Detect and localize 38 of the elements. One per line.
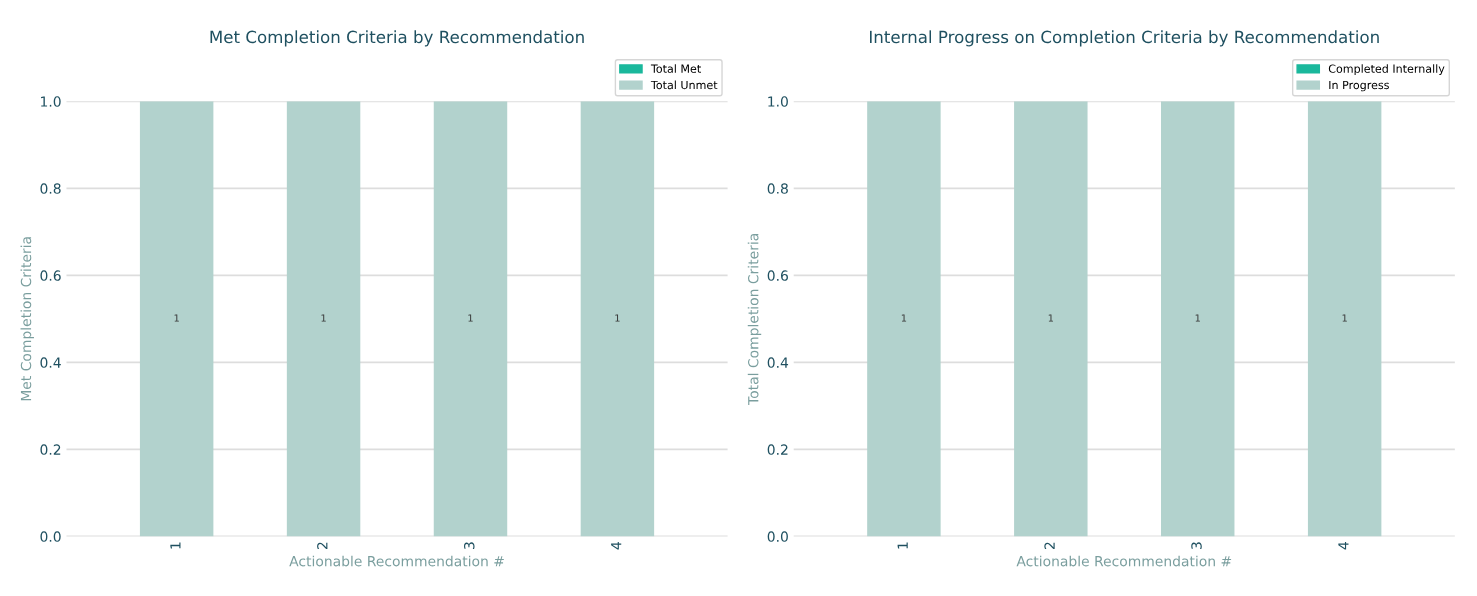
data-label: 1: [615, 314, 620, 322]
data-label: 1: [1048, 314, 1054, 322]
data-label: 1: [1342, 314, 1347, 322]
y-tick-label: 0.6: [767, 270, 788, 281]
y-tick-label: 1.0: [41, 96, 61, 107]
legend-label: Total Unmet: [650, 80, 718, 90]
y-tick-label: 0.0: [40, 531, 61, 542]
y-tick-label: 0.4: [767, 357, 789, 368]
y-tick-label: 0.2: [767, 444, 788, 455]
chart-title: Internal Progress on Completion Criteria by Recommendation: [869, 30, 1379, 47]
y-tick-label: 0.8: [767, 183, 788, 194]
y-tick-label: 0.8: [40, 183, 61, 194]
legend-label: In Progress: [1329, 80, 1389, 92]
data-label: 1: [468, 314, 473, 322]
y-tick-label: 0.6: [40, 270, 61, 281]
x-tick-label: 2: [1044, 542, 1055, 550]
x-axis-title: Actionable Recommendation #: [289, 555, 504, 567]
data-label: 1: [901, 314, 907, 322]
x-axis-title: Actionable Recommendation #: [1016, 555, 1232, 567]
chart-title: Met Completion Criteria by Recommendation: [210, 30, 584, 47]
legend-label: Completed Internally: [1328, 64, 1445, 76]
x-tick-label: 2: [317, 542, 328, 550]
y-tick-label: 1.0: [768, 96, 788, 107]
y-tick-label: 0.0: [767, 531, 788, 542]
x-tick-label: 3: [464, 542, 475, 550]
data-label: 1: [321, 314, 326, 322]
y-axis-title: Total Completion Criteria: [747, 234, 762, 405]
x-tick-label: 1: [897, 542, 908, 549]
x-tick-label: 1: [170, 542, 181, 549]
data-label: 1: [1195, 314, 1200, 322]
x-tick-label: 4: [1338, 542, 1349, 550]
y-axis-title: Met Completion Criteria: [20, 237, 34, 401]
y-tick-label: 0.4: [40, 357, 61, 368]
y-tick-label: 0.2: [40, 444, 61, 455]
data-label: 1: [174, 314, 179, 322]
x-tick-label: 3: [1191, 542, 1202, 550]
x-tick-label: 4: [611, 542, 622, 550]
legend-label: Total Met: [650, 64, 701, 73]
